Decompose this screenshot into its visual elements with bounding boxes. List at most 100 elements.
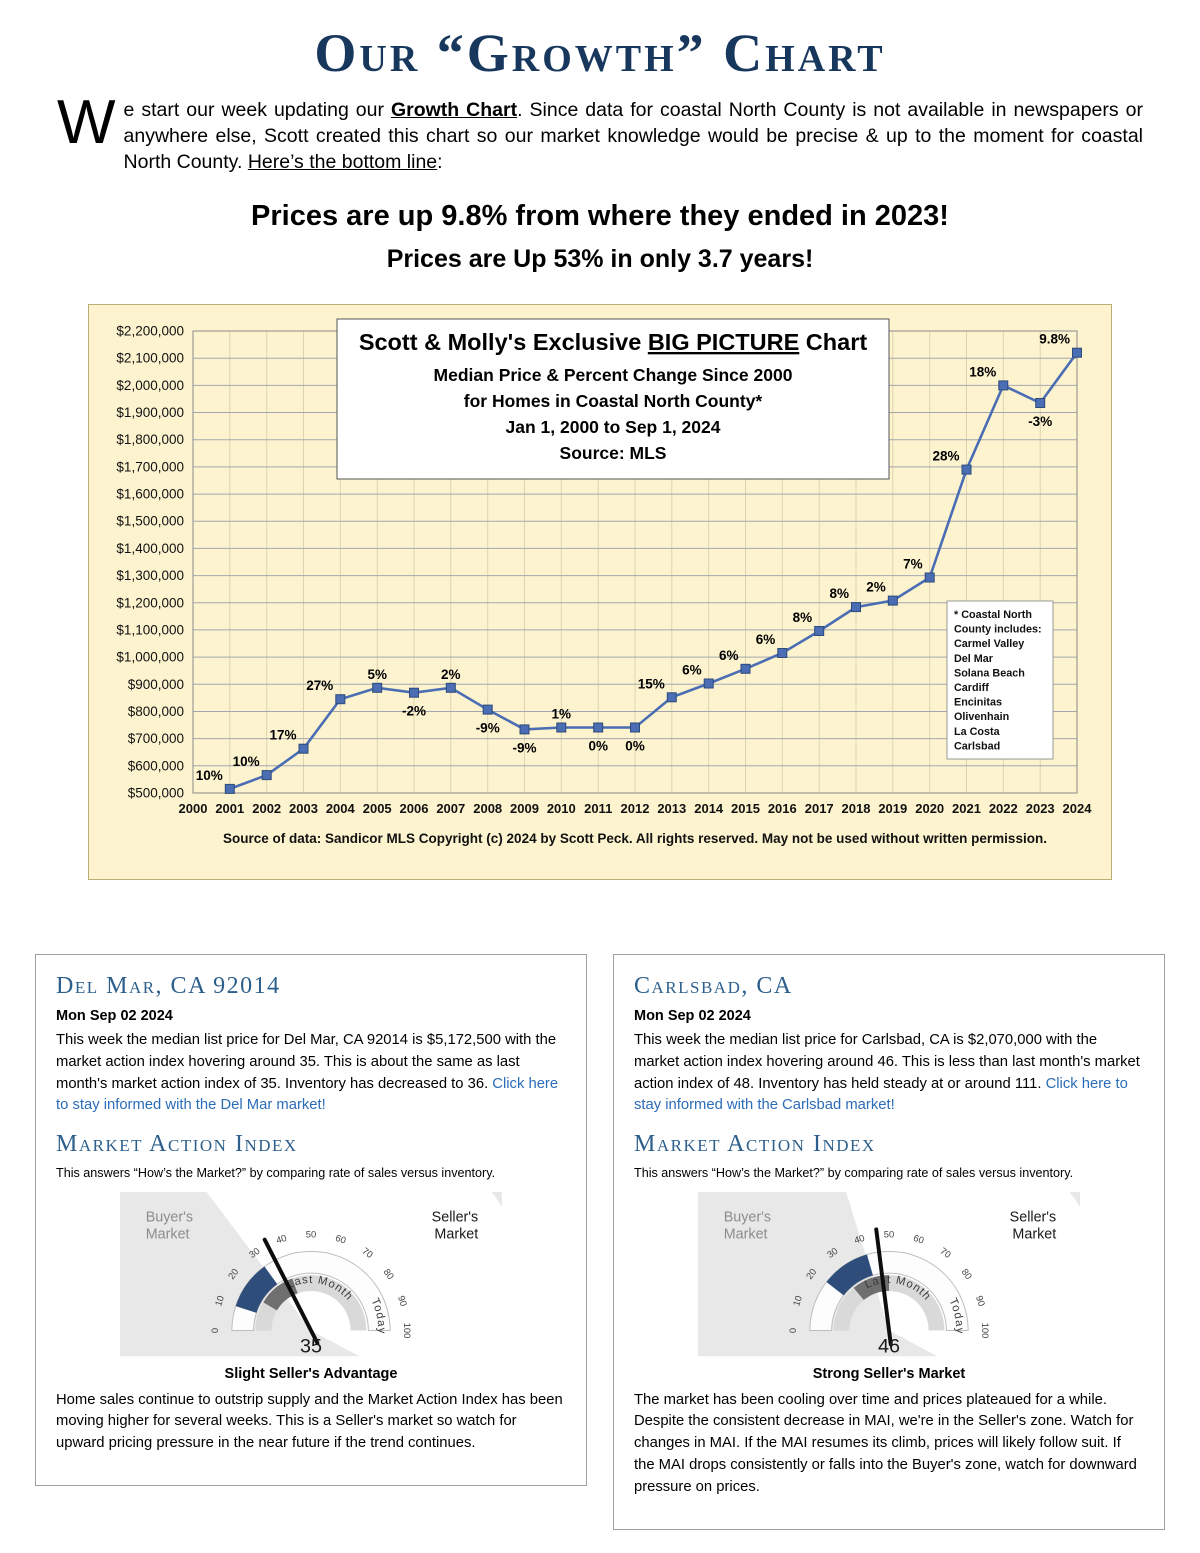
svg-text:-9%: -9% bbox=[512, 740, 536, 755]
svg-text:Source: MLS: Source: MLS bbox=[560, 443, 667, 463]
svg-text:30: 30 bbox=[825, 1245, 840, 1260]
market-action-gauge-del-mar: 0 10 20 30 40 50 60 70 80 90 100 Last Month Today 35 B… bbox=[120, 1192, 502, 1357]
svg-text:$2,000,000: $2,000,000 bbox=[116, 378, 184, 393]
svg-text:2011: 2011 bbox=[584, 801, 612, 816]
market-analysis: The market has been cooling over time an… bbox=[634, 1391, 1137, 1496]
del-mar-panel: Del Mar, CA 92014 Mon Sep 02 2024 This w… bbox=[35, 953, 587, 1487]
market-analysis: Home sales continue to outstrip supply a… bbox=[56, 1391, 563, 1452]
svg-text:90: 90 bbox=[396, 1294, 410, 1307]
svg-text:$500,000: $500,000 bbox=[128, 785, 184, 800]
svg-text:Scott & Molly's Exclusive BIG: Scott & Molly's Exclusive BIG PICTURE Ch… bbox=[359, 329, 868, 355]
svg-text:$900,000: $900,000 bbox=[128, 677, 184, 692]
intro-text-1: e start our week updating our bbox=[123, 99, 391, 121]
svg-text:Olivenhain: Olivenhain bbox=[954, 711, 1009, 723]
svg-text:$2,200,000: $2,200,000 bbox=[116, 323, 184, 338]
svg-text:2001: 2001 bbox=[215, 801, 244, 816]
svg-text:2%: 2% bbox=[866, 579, 886, 594]
svg-text:2002: 2002 bbox=[252, 801, 281, 816]
svg-text:2009: 2009 bbox=[510, 801, 539, 816]
svg-text:100: 100 bbox=[402, 1323, 413, 1339]
carlsbad-panel: Carlsbad, CA Mon Sep 02 2024 This week t… bbox=[613, 953, 1165, 1531]
svg-text:20: 20 bbox=[225, 1267, 240, 1282]
svg-text:2013: 2013 bbox=[657, 801, 686, 816]
svg-text:20: 20 bbox=[803, 1267, 818, 1282]
svg-text:-3%: -3% bbox=[1028, 414, 1052, 429]
svg-text:$1,300,000: $1,300,000 bbox=[116, 568, 184, 583]
svg-text:2024: 2024 bbox=[1063, 801, 1093, 816]
svg-text:5%: 5% bbox=[367, 667, 387, 682]
svg-text:for Homes in Coastal North Cou: for Homes in Coastal North County* bbox=[464, 391, 763, 411]
market-summary-text: This week the median list price for Del … bbox=[56, 1031, 557, 1092]
svg-text:$1,000,000: $1,000,000 bbox=[116, 649, 184, 664]
svg-text:10: 10 bbox=[212, 1294, 226, 1307]
svg-text:9.8%: 9.8% bbox=[1039, 331, 1070, 346]
svg-text:2022: 2022 bbox=[989, 801, 1018, 816]
market-summary: This week the median list price for Carl… bbox=[634, 1030, 1144, 1118]
svg-text:28%: 28% bbox=[932, 448, 959, 463]
svg-text:80: 80 bbox=[960, 1267, 975, 1282]
svg-text:2019: 2019 bbox=[878, 801, 907, 816]
svg-text:2021: 2021 bbox=[952, 801, 981, 816]
svg-text:2012: 2012 bbox=[621, 801, 650, 816]
svg-text:Del Mar: Del Mar bbox=[954, 653, 994, 665]
svg-text:0: 0 bbox=[787, 1328, 798, 1333]
svg-text:0%: 0% bbox=[588, 738, 608, 753]
svg-text:$600,000: $600,000 bbox=[128, 758, 184, 773]
svg-text:2010: 2010 bbox=[547, 801, 576, 816]
svg-text:0%: 0% bbox=[625, 738, 645, 753]
svg-text:$1,500,000: $1,500,000 bbox=[116, 513, 184, 528]
svg-text:90: 90 bbox=[974, 1294, 988, 1307]
svg-text:County includes:: County includes: bbox=[954, 623, 1042, 635]
svg-text:2008: 2008 bbox=[473, 801, 502, 816]
svg-text:50: 50 bbox=[306, 1229, 316, 1240]
svg-text:Jan 1, 2000 to Sep 1, 2024: Jan 1, 2000 to Sep 1, 2024 bbox=[506, 417, 721, 437]
svg-text:$1,400,000: $1,400,000 bbox=[116, 541, 184, 556]
svg-text:2005: 2005 bbox=[363, 801, 392, 816]
gauge-caption: Slight Seller's Advantage bbox=[224, 1365, 398, 1382]
svg-text:2000: 2000 bbox=[179, 801, 208, 816]
headline-53-percent: Prices are Up 53% in only 3.7 years! bbox=[386, 244, 814, 273]
svg-text:17%: 17% bbox=[269, 727, 296, 742]
svg-text:10: 10 bbox=[790, 1294, 804, 1307]
svg-text:* Coastal North: * Coastal North bbox=[954, 609, 1032, 621]
svg-text:Median Price & Percent Change: Median Price & Percent Change Since 2000 bbox=[434, 365, 793, 385]
svg-text:$1,700,000: $1,700,000 bbox=[116, 459, 184, 474]
svg-text:2%: 2% bbox=[441, 667, 461, 682]
svg-text:La Costa: La Costa bbox=[954, 726, 1001, 738]
chart-canvas: $500,000 $600,000 $700,000 $800,000 $900,000… bbox=[89, 305, 1111, 879]
svg-text:10%: 10% bbox=[233, 754, 260, 769]
stay-informed-link-del-mar[interactable]: Click here to stay informed with the Del… bbox=[56, 1075, 559, 1114]
svg-text:2015: 2015 bbox=[731, 801, 760, 816]
svg-text:Carmel Valley: Carmel Valley bbox=[954, 638, 1024, 650]
svg-text:70: 70 bbox=[360, 1245, 375, 1260]
svg-text:0: 0 bbox=[209, 1328, 220, 1333]
headline-price-up: Prices are up 9.8% from where they ended… bbox=[251, 199, 949, 232]
svg-text:60: 60 bbox=[334, 1232, 347, 1246]
big-picture-chart: $500,000 $600,000 $700,000 $800,000 $900,000… bbox=[88, 303, 1112, 880]
svg-text:15%: 15% bbox=[638, 676, 665, 691]
panel-title-del-mar: Del Mar, CA 92014 bbox=[56, 972, 281, 999]
svg-text:Encinitas: Encinitas bbox=[954, 696, 1002, 708]
panel-title-carlsbad: Carlsbad, CA bbox=[634, 972, 793, 999]
market-panels: Del Mar, CA 92014 Mon Sep 02 2024 This w… bbox=[35, 953, 1165, 1531]
stay-informed-link-carlsbad[interactable]: Click here to stay informed with the Car… bbox=[634, 1075, 1128, 1114]
svg-text:$2,100,000: $2,100,000 bbox=[116, 350, 184, 365]
svg-text:46: 46 bbox=[878, 1336, 900, 1357]
gauge-caption: Strong Seller's Market bbox=[812, 1365, 966, 1382]
svg-text:$1,600,000: $1,600,000 bbox=[116, 486, 184, 501]
mai-heading: Market Action Index bbox=[56, 1131, 298, 1158]
svg-text:2018: 2018 bbox=[842, 801, 871, 816]
svg-text:$1,800,000: $1,800,000 bbox=[116, 432, 184, 447]
svg-text:35: 35 bbox=[300, 1336, 322, 1357]
report-date: Mon Sep 02 2024 bbox=[634, 1007, 751, 1024]
svg-text:-9%: -9% bbox=[476, 720, 500, 735]
svg-text:Carlsbad: Carlsbad bbox=[954, 740, 1000, 752]
svg-text:27%: 27% bbox=[306, 678, 333, 693]
svg-text:2014: 2014 bbox=[694, 801, 724, 816]
svg-text:8%: 8% bbox=[793, 610, 813, 625]
